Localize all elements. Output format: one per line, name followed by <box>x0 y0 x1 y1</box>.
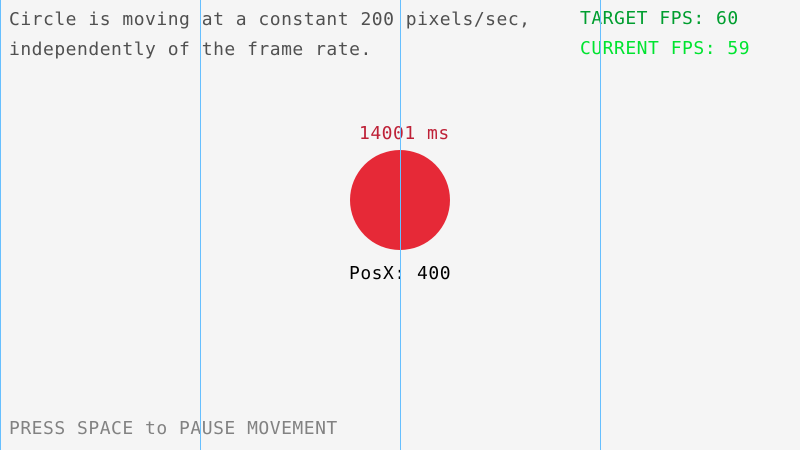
target-fps: TARGET FPS: 60 <box>580 8 739 29</box>
pause-hint: PRESS SPACE to PAUSE MOVEMENT <box>9 418 338 439</box>
info-text-line-1: Circle is moving at a constant 200 pixel… <box>9 9 531 30</box>
current-fps: CURRENT FPS: 59 <box>580 38 751 59</box>
grid-line <box>400 0 401 450</box>
grid-line <box>200 0 201 450</box>
grid-line <box>600 0 601 450</box>
info-text-line-2: independently of the frame rate. <box>9 39 372 60</box>
elapsed-time: 14001 ms <box>359 123 450 144</box>
grid-line <box>0 0 1 450</box>
position-x: PosX: 400 <box>349 263 452 284</box>
